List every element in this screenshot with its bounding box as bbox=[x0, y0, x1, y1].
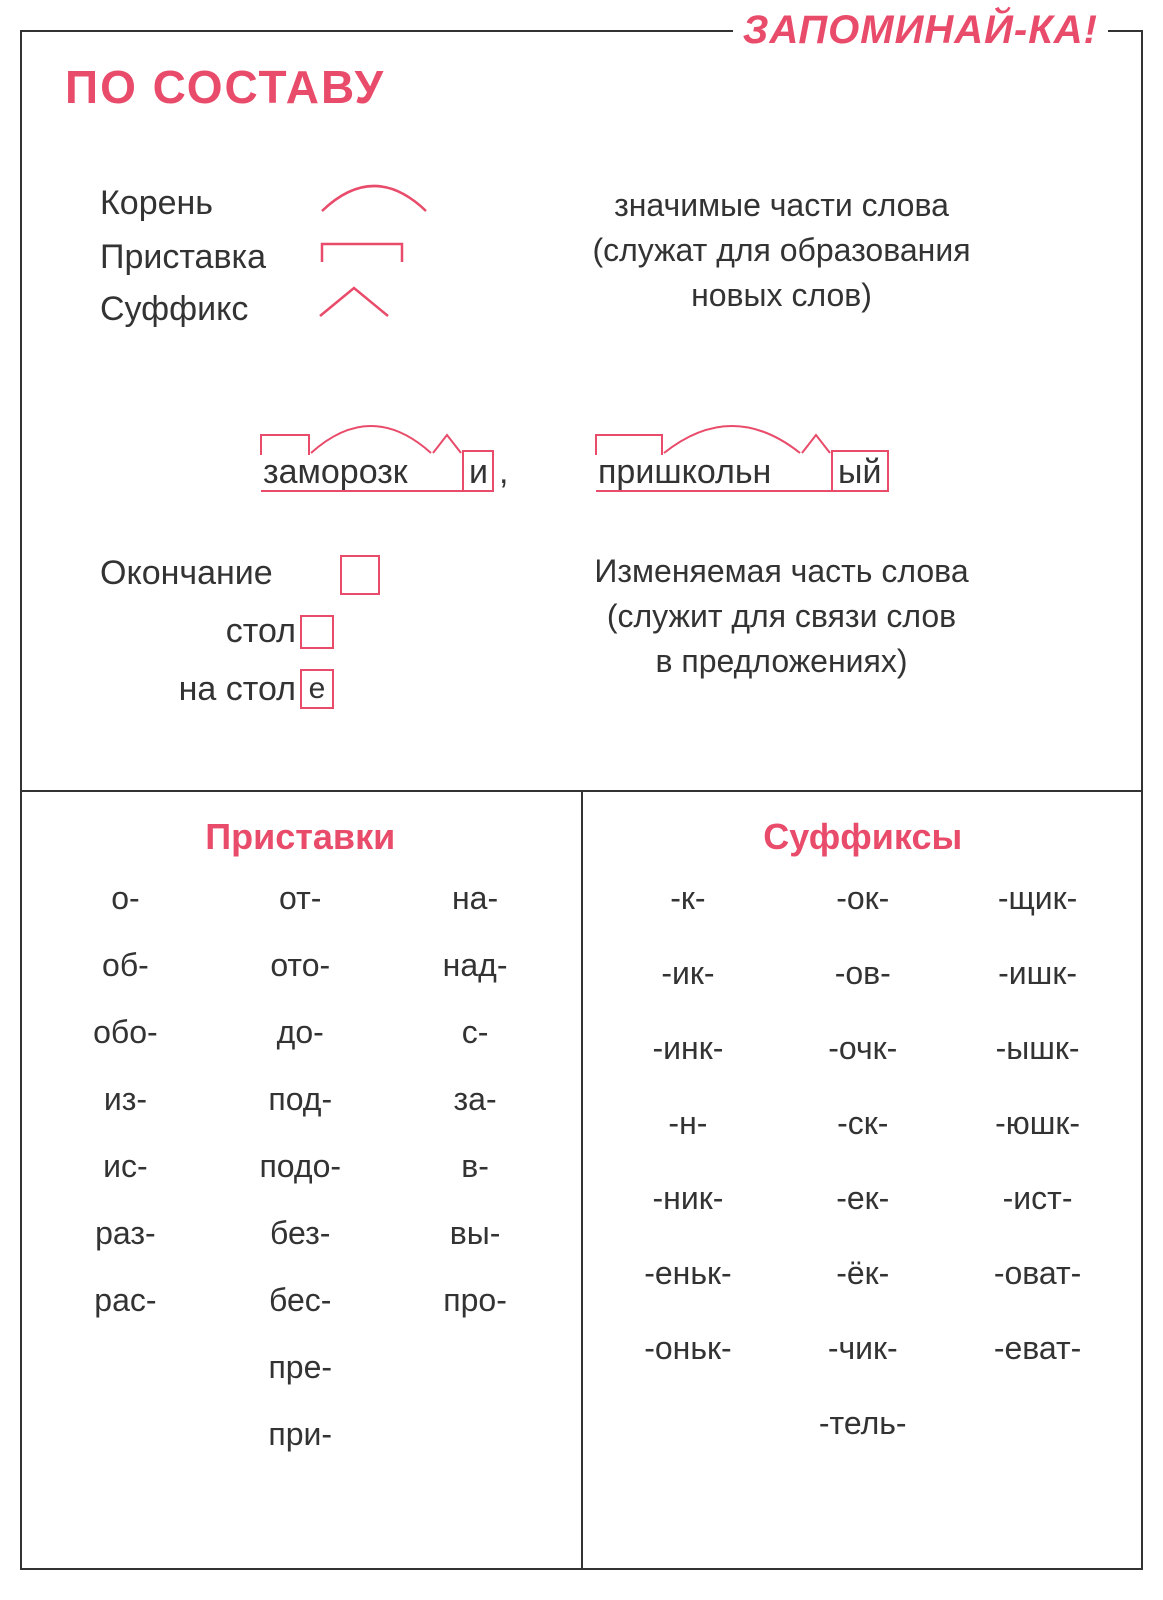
root-symbol-icon bbox=[314, 175, 434, 231]
badge: ЗАПОМИНАЙ-КА! bbox=[733, 8, 1108, 53]
prefix-cell bbox=[38, 1416, 213, 1453]
suffix-cell: -тель- bbox=[775, 1405, 950, 1442]
svg-text:,: , bbox=[499, 453, 508, 491]
prefix-cell: в- bbox=[388, 1148, 563, 1185]
suffix-cell: -к- bbox=[601, 880, 776, 917]
badge-sep: - bbox=[1014, 8, 1028, 52]
suffix-label: Суффикс bbox=[100, 283, 290, 336]
prefix-cell: рас- bbox=[38, 1282, 213, 1319]
svg-text:ый: ый bbox=[838, 453, 881, 491]
suffix-cell: -ишк- bbox=[950, 955, 1125, 992]
suffix-cell: -ов- bbox=[775, 955, 950, 992]
prefix-cell: бес- bbox=[213, 1282, 388, 1319]
ending-symbol-icon bbox=[340, 545, 380, 603]
desc-line: Изменяемая часть слова bbox=[480, 549, 1083, 594]
suffix-cell: -оват- bbox=[950, 1255, 1125, 1292]
root-label: Корень bbox=[100, 177, 290, 230]
example-words: заморозк и , пришкольн ый bbox=[0, 395, 1163, 495]
suffix-symbol-icon bbox=[314, 283, 394, 336]
suffix-cell: -очк- bbox=[775, 1030, 950, 1067]
ending-label: Окончание bbox=[100, 545, 310, 603]
suffix-cell: -ек- bbox=[775, 1180, 950, 1217]
prefix-cell: на- bbox=[388, 880, 563, 917]
prefix-cell: раз- bbox=[38, 1215, 213, 1252]
tables: Приставки о-от-на-об-ото-над-обо-до-с-из… bbox=[20, 790, 1143, 1570]
ending-description: Изменяемая часть слова (служит для связи… bbox=[480, 545, 1083, 718]
suffix-cell: -ник- bbox=[601, 1180, 776, 1217]
badge-part1: ЗАПОМИНАЙ bbox=[743, 8, 1014, 52]
suffix-cell: -н- bbox=[601, 1105, 776, 1142]
example-word-1: заморозк и , bbox=[249, 395, 539, 495]
prefix-cell: пре- bbox=[213, 1349, 388, 1386]
desc-line: значимые части слова bbox=[480, 183, 1083, 228]
ending-left: Окончание стол на стол е bbox=[100, 545, 480, 718]
prefix-cell: над- bbox=[388, 947, 563, 984]
prefix-cell: об- bbox=[38, 947, 213, 984]
prefix-cell: от- bbox=[213, 880, 388, 917]
suffix-cell: -еньк- bbox=[601, 1255, 776, 1292]
desc-line: в предложениях) bbox=[480, 639, 1083, 684]
prefix-cell: подо- bbox=[213, 1148, 388, 1185]
prefix-cell: о- bbox=[38, 880, 213, 917]
prefix-cell: про- bbox=[388, 1282, 563, 1319]
morpheme-definitions: Корень Приставка Суффикс bbox=[100, 175, 1083, 336]
morpheme-description: значимые части слова (служат для образов… bbox=[480, 175, 1083, 317]
ending-ex2-word: стол bbox=[226, 670, 296, 708]
prefix-cell: за- bbox=[388, 1081, 563, 1118]
svg-text:и: и bbox=[469, 453, 488, 491]
page-title: ПО СОСТАВУ bbox=[65, 60, 385, 114]
prefix-cell: из- bbox=[38, 1081, 213, 1118]
desc-line: (служит для связи слов bbox=[480, 594, 1083, 639]
prefix-cell: до- bbox=[213, 1014, 388, 1051]
ending-ex1-box bbox=[300, 615, 334, 649]
suffix-cell: -инк- bbox=[601, 1030, 776, 1067]
prefix-label: Приставка bbox=[100, 231, 290, 284]
suffix-cell: -ок- bbox=[775, 880, 950, 917]
prefix-cell: без- bbox=[213, 1215, 388, 1252]
suffix-cell: -юшк- bbox=[950, 1105, 1125, 1142]
prefix-cell bbox=[38, 1349, 213, 1386]
suffix-cell: -ышк- bbox=[950, 1030, 1125, 1067]
prefix-cell: ото- bbox=[213, 947, 388, 984]
prefix-cell: вы- bbox=[388, 1215, 563, 1252]
suffix-cell: -щик- bbox=[950, 880, 1125, 917]
suffix-cell: -ёк- bbox=[775, 1255, 950, 1292]
svg-text:заморозк: заморозк bbox=[263, 453, 409, 491]
suffixes-column: Суффиксы -к--ок--щик--ик--ов--ишк--инк--… bbox=[581, 792, 1144, 1570]
prefix-cell: ис- bbox=[38, 1148, 213, 1185]
ending-ex2-box: е bbox=[300, 669, 334, 709]
prefix-cell bbox=[388, 1416, 563, 1453]
suffix-cell bbox=[601, 1405, 776, 1442]
suffix-cell: -ист- bbox=[950, 1180, 1125, 1217]
prefix-cell: под- bbox=[213, 1081, 388, 1118]
prefix-cell bbox=[388, 1349, 563, 1386]
desc-line: (служат для образования bbox=[480, 228, 1083, 273]
prefix-cell: с- bbox=[388, 1014, 563, 1051]
suffix-cell: -еват- bbox=[950, 1330, 1125, 1367]
page: ЗАПОМИНАЙ-КА! ПО СОСТАВУ Корень Приставк… bbox=[0, 0, 1163, 1600]
badge-part2: КА! bbox=[1028, 8, 1098, 52]
suffixes-title: Суффиксы bbox=[601, 816, 1126, 858]
suffix-cell bbox=[950, 1405, 1125, 1442]
suffixes-grid: -к--ок--щик- -ик--ов--ишк- -инк--очк--ышк-… bbox=[601, 880, 1126, 1442]
prefixes-grid: о-от-на-об-ото-над-обо-до-с-из-под-за-ис… bbox=[38, 880, 563, 1453]
prefix-symbol-icon bbox=[314, 231, 414, 284]
prefixes-column: Приставки о-от-на-об-ото-над-обо-до-с-из… bbox=[20, 792, 581, 1570]
ending-ex1-word: стол bbox=[226, 612, 296, 650]
morpheme-labels: Корень Приставка Суффикс bbox=[100, 175, 480, 336]
suffix-cell: -чик- bbox=[775, 1330, 950, 1367]
suffix-cell: -ик- bbox=[601, 955, 776, 992]
prefix-cell: обо- bbox=[38, 1014, 213, 1051]
suffix-cell: -ск- bbox=[775, 1105, 950, 1142]
suffix-cell: -оньк- bbox=[601, 1330, 776, 1367]
ending-ex2-pre: на bbox=[179, 670, 226, 708]
prefixes-title: Приставки bbox=[38, 816, 563, 858]
svg-text:пришкольн: пришкольн bbox=[598, 453, 771, 491]
prefix-cell: при- bbox=[213, 1416, 388, 1453]
desc-line: новых слов) bbox=[480, 273, 1083, 318]
example-word-2: пришкольн ый bbox=[584, 395, 914, 495]
ending-block: Окончание стол на стол е Изменяемая част… bbox=[100, 545, 1083, 718]
